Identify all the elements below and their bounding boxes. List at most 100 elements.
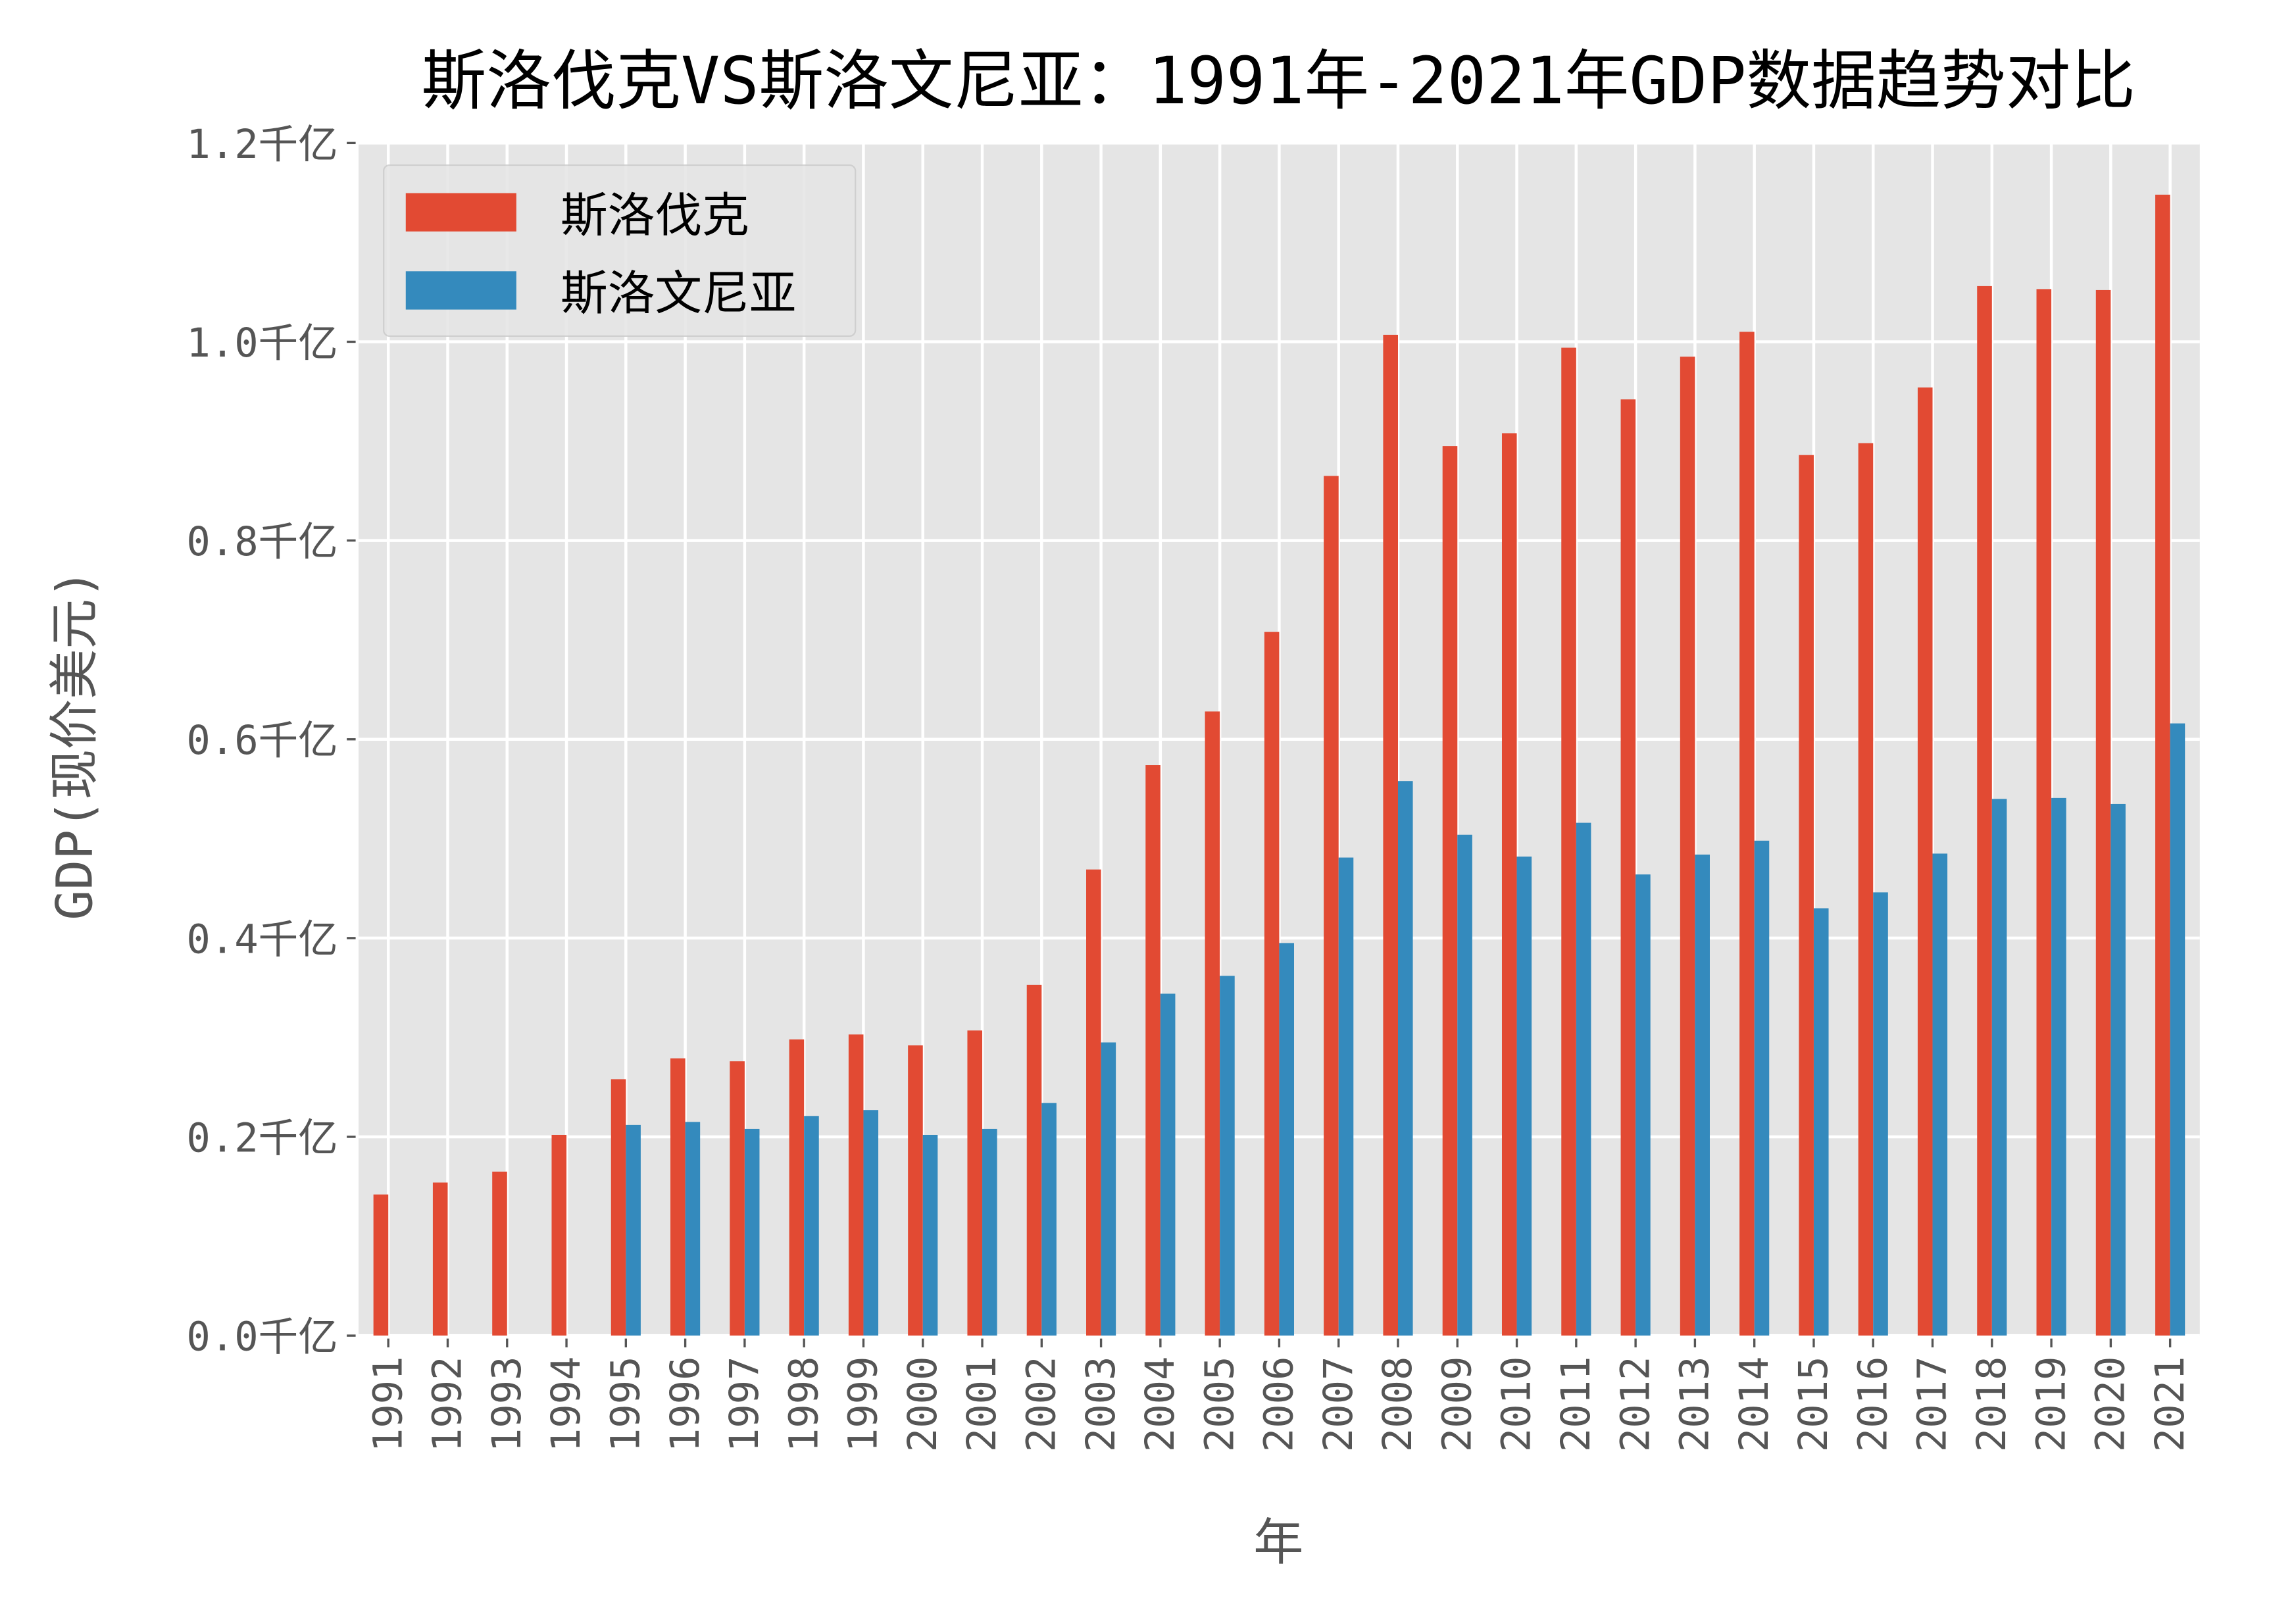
legend-swatch-slovakia: [405, 193, 516, 232]
bar-slovakia-2006: [1264, 632, 1280, 1336]
y-axis-ticks: 0.0千亿 0.2千亿 0.4千亿 0.6千亿 0.8千亿 1.0千亿 1.2千亿: [186, 122, 356, 1361]
x-tick-label: 2018: [1969, 1357, 2015, 1453]
bar-slovakia-2014: [1739, 332, 1755, 1336]
bar-slovakia-2021: [2155, 194, 2170, 1336]
x-tick-label: 2008: [1375, 1357, 1421, 1453]
bar-slovakia-1992: [432, 1182, 448, 1336]
bar-slovenia-2011: [1576, 822, 1591, 1336]
bar-slovenia-2020: [2110, 803, 2126, 1336]
x-tick-label: 2017: [1910, 1357, 1956, 1453]
bar-slovakia-2000: [908, 1045, 923, 1336]
x-tick-label: 2011: [1553, 1357, 1599, 1453]
bar-slovenia-2006: [1279, 943, 1294, 1336]
y-tick-label: 0.6千亿: [186, 718, 337, 764]
bar-slovenia-2014: [1754, 840, 1770, 1336]
x-tick-label: 1998: [781, 1357, 827, 1453]
bar-slovakia-1999: [848, 1034, 864, 1336]
x-tick-label: 1997: [722, 1357, 768, 1453]
x-tick-label: 2004: [1137, 1357, 1184, 1453]
bar-slovenia-2012: [1635, 874, 1651, 1336]
y-tick-label: 1.0千亿: [186, 320, 337, 366]
x-tick-label: 2020: [2088, 1357, 2134, 1453]
bar-slovenia-1995: [626, 1124, 641, 1336]
bar-slovenia-1997: [744, 1128, 760, 1336]
bars: [373, 194, 2185, 1336]
x-tick-label: 1994: [543, 1357, 589, 1453]
bar-slovenia-2018: [1991, 799, 2007, 1336]
bar-slovakia-2008: [1383, 334, 1398, 1336]
chart-title: 斯洛伐克VS斯洛文尼亚：1991年-2021年GDP数据趋势对比: [422, 43, 2135, 119]
x-tick-label: 2014: [1732, 1357, 1778, 1453]
bar-slovenia-2019: [2051, 797, 2066, 1336]
x-tick-label: 2005: [1197, 1357, 1243, 1453]
x-tick-label: 2015: [1791, 1357, 1837, 1453]
bar-slovakia-1998: [789, 1039, 805, 1336]
bar-slovenia-2017: [1932, 853, 1948, 1336]
bar-slovakia-2003: [1086, 869, 1101, 1336]
x-tick-label: 2003: [1078, 1357, 1124, 1453]
bar-slovakia-2002: [1026, 984, 1042, 1336]
x-tick-label: 2006: [1257, 1357, 1303, 1453]
bar-slovakia-2016: [1858, 443, 1874, 1336]
x-tick-label: 1995: [603, 1357, 649, 1453]
bar-slovakia-1994: [551, 1134, 567, 1336]
bar-slovakia-1997: [730, 1061, 745, 1336]
bar-slovakia-2009: [1442, 446, 1458, 1336]
x-tick-label: 1996: [662, 1357, 709, 1453]
legend-label-slovakia: 斯洛伐克: [561, 187, 749, 243]
y-tick-label: 1.2千亿: [186, 122, 337, 168]
bar-slovakia-2004: [1145, 765, 1160, 1336]
bar-slovakia-2020: [2095, 289, 2111, 1336]
x-tick-label: 2002: [1018, 1357, 1064, 1453]
x-tick-label: 2021: [2147, 1357, 2193, 1453]
y-axis-label: GDP(现价美元): [45, 569, 103, 920]
bar-slovenia-1996: [685, 1122, 701, 1336]
bar-slovakia-1993: [492, 1171, 507, 1336]
x-tick-label: 2013: [1672, 1357, 1718, 1453]
bar-slovenia-2016: [1873, 892, 1888, 1336]
x-axis-label: 年: [1253, 1513, 1303, 1572]
bar-slovakia-2007: [1324, 476, 1339, 1336]
x-tick-label: 2001: [959, 1357, 1005, 1453]
x-tick-label: 1993: [484, 1357, 530, 1453]
bar-slovenia-2010: [1516, 857, 1532, 1336]
bar-slovakia-2013: [1680, 357, 1695, 1336]
x-tick-label: 2010: [1494, 1357, 1540, 1453]
bar-slovenia-2002: [1041, 1103, 1057, 1336]
bar-slovenia-2009: [1457, 834, 1472, 1336]
x-tick-label: 2012: [1612, 1357, 1659, 1453]
y-tick-label: 0.2千亿: [186, 1115, 337, 1161]
x-tick-label: 2007: [1316, 1357, 1362, 1453]
bar-slovenia-2001: [982, 1128, 997, 1336]
bar-slovenia-2008: [1397, 781, 1413, 1336]
bar-slovenia-2005: [1220, 976, 1235, 1336]
bar-slovakia-2019: [2036, 289, 2052, 1336]
bar-slovenia-2007: [1338, 857, 1354, 1336]
bar-slovakia-2018: [1977, 286, 1992, 1336]
y-tick-label: 0.8千亿: [186, 519, 337, 565]
bar-slovakia-1995: [611, 1079, 626, 1336]
x-tick-label: 1991: [365, 1357, 411, 1453]
bar-slovakia-2015: [1799, 455, 1814, 1336]
legend: 斯洛伐克 斯洛文尼亚: [383, 164, 857, 337]
x-axis-ticks: 1991 1992 1993 1994 1995 1996 1997 1998 1999 2000…: [365, 1338, 2193, 1453]
bar-slovenia-2000: [922, 1134, 938, 1336]
x-tick-label: 2019: [2028, 1357, 2074, 1453]
x-tick-label: 2016: [1850, 1357, 1896, 1453]
bar-slovenia-2013: [1695, 854, 1710, 1336]
bar-slovakia-2012: [1620, 399, 1636, 1336]
bar-slovakia-2011: [1561, 347, 1576, 1336]
legend-swatch-slovenia: [405, 271, 516, 310]
bar-slovakia-2001: [967, 1030, 983, 1336]
bar-slovenia-2021: [2170, 723, 2185, 1336]
bar-slovakia-2005: [1205, 711, 1220, 1336]
y-tick-label: 0.0千亿: [186, 1314, 337, 1361]
bar-slovakia-2010: [1501, 433, 1517, 1336]
bar-slovenia-2004: [1160, 993, 1176, 1336]
x-tick-label: 1999: [841, 1357, 887, 1453]
bar-slovenia-2015: [1813, 908, 1829, 1336]
bar-slovakia-1991: [373, 1194, 389, 1336]
x-tick-label: 2000: [900, 1357, 946, 1453]
legend-label-slovenia: 斯洛文尼亚: [561, 266, 796, 321]
